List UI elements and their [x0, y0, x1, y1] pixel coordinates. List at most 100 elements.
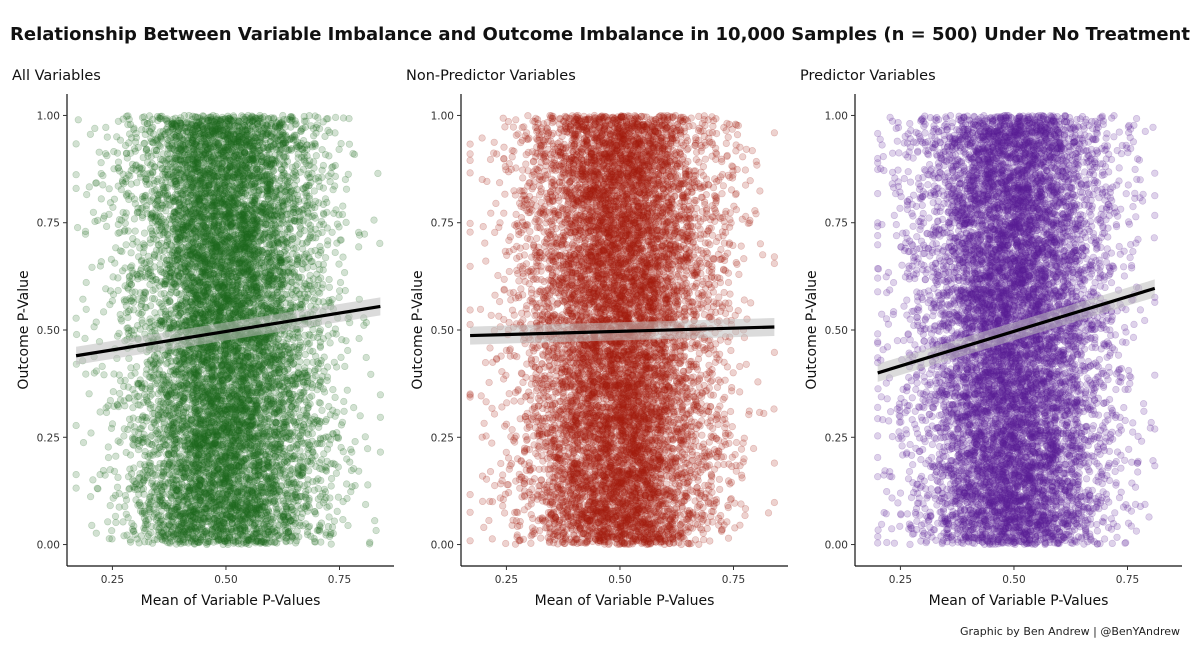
- data-point: [225, 134, 233, 142]
- data-point: [196, 531, 204, 539]
- data-point: [180, 276, 188, 284]
- data-point: [141, 538, 149, 546]
- data-point: [250, 484, 258, 492]
- data-point: [170, 131, 178, 139]
- data-point: [341, 362, 349, 371]
- data-point: [351, 438, 359, 446]
- data-point: [143, 396, 151, 404]
- data-point: [124, 121, 132, 129]
- data-point: [274, 182, 282, 190]
- data-point: [376, 391, 385, 399]
- data-point: [329, 186, 337, 194]
- data-point: [120, 532, 128, 540]
- data-point: [177, 301, 185, 309]
- data-point: [289, 359, 298, 368]
- data-point: [258, 120, 267, 129]
- data-point: [310, 420, 318, 428]
- data-point: [304, 450, 312, 458]
- data-point: [236, 181, 244, 189]
- data-point: [223, 166, 231, 174]
- data-point: [145, 318, 153, 327]
- data-point: [216, 291, 224, 299]
- data-point: [331, 129, 339, 137]
- data-point: [302, 280, 310, 289]
- data-point: [350, 404, 358, 412]
- data-point: [226, 361, 234, 369]
- data-point: [133, 363, 141, 371]
- data-point: [275, 267, 283, 275]
- data-point: [93, 484, 101, 492]
- data-point: [376, 239, 384, 247]
- data-point: [324, 332, 332, 340]
- data-point: [87, 429, 95, 437]
- data-point: [202, 190, 210, 198]
- data-point: [201, 407, 209, 415]
- data-point: [201, 225, 209, 233]
- data-point: [276, 191, 284, 199]
- data-point: [85, 390, 93, 398]
- data-point: [202, 397, 210, 405]
- data-point: [196, 476, 204, 484]
- data-point: [235, 118, 243, 126]
- data-point: [212, 344, 220, 352]
- data-point: [347, 466, 356, 475]
- data-point: [193, 121, 201, 130]
- data-point: [116, 389, 124, 398]
- data-point: [243, 265, 251, 273]
- data-point: [344, 346, 352, 355]
- data-point: [170, 513, 178, 521]
- data-point: [315, 177, 323, 185]
- data-point: [266, 258, 274, 266]
- data-point: [251, 195, 259, 203]
- data-point: [305, 494, 313, 503]
- data-point: [231, 505, 239, 513]
- data-point: [271, 538, 279, 546]
- data-point: [200, 212, 208, 220]
- data-point: [206, 240, 214, 248]
- data-point: [364, 481, 372, 489]
- data-point: [301, 297, 310, 305]
- data-point: [153, 450, 161, 458]
- data-point: [209, 431, 217, 440]
- data-point: [336, 287, 344, 295]
- data-point: [214, 300, 223, 308]
- data-point: [181, 174, 189, 182]
- data-point: [151, 326, 159, 335]
- data-point: [179, 191, 187, 199]
- data-point: [177, 201, 185, 209]
- data-point: [326, 339, 334, 347]
- data-point: [159, 204, 167, 212]
- data-point: [245, 364, 253, 372]
- data-point: [155, 366, 163, 374]
- data-point: [194, 384, 202, 392]
- data-point: [223, 416, 231, 424]
- data-point: [154, 241, 162, 249]
- data-point: [193, 384, 201, 392]
- data-point: [167, 324, 175, 332]
- data-point: [273, 253, 281, 261]
- data-point: [281, 291, 289, 299]
- data-point: [177, 217, 185, 226]
- data-point: [79, 439, 88, 447]
- data-point: [125, 415, 134, 423]
- data-point: [335, 293, 343, 302]
- data-point: [120, 432, 128, 440]
- data-point: [92, 529, 100, 537]
- data-point: [235, 488, 243, 496]
- data-point: [211, 428, 219, 436]
- data-point: [279, 121, 287, 129]
- data-point: [158, 321, 166, 330]
- data-point: [190, 474, 198, 482]
- data-point: [286, 444, 295, 452]
- data-point: [92, 179, 100, 187]
- data-point: [220, 201, 228, 209]
- data-point: [319, 200, 328, 208]
- data-point: [230, 493, 238, 501]
- data-point: [236, 509, 244, 517]
- data-point: [198, 393, 206, 401]
- data-point: [192, 364, 200, 372]
- data-point: [72, 330, 81, 339]
- data-point: [226, 497, 234, 506]
- data-point: [219, 180, 227, 188]
- data-point: [171, 247, 179, 255]
